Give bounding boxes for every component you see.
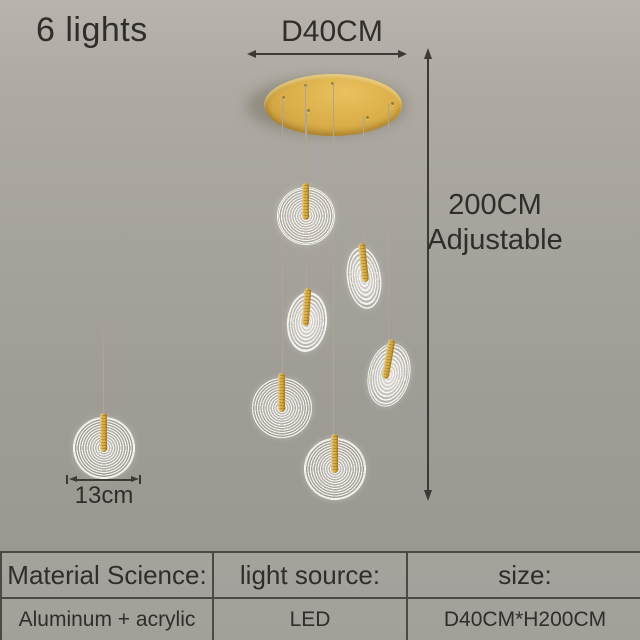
spec-header-size: size: — [408, 553, 640, 599]
arrow-left-icon — [69, 476, 77, 482]
arrow-up-icon — [424, 48, 432, 59]
canopy-connector-dot — [306, 108, 310, 112]
disc-size-label: 13cm — [74, 482, 134, 509]
lights-count-label: 6 lights — [36, 11, 148, 49]
pendant-rod — [301, 183, 309, 220]
canopy-connector-dot — [390, 101, 394, 105]
height-label: 200CM Adjustable — [415, 188, 575, 258]
canopy-connector-dot — [281, 95, 285, 99]
height-note: Adjustable — [427, 224, 563, 256]
spec-value-light-source: LED — [214, 599, 408, 640]
arrow-right-icon — [398, 50, 407, 58]
reference-pendant-wire — [103, 318, 104, 416]
arrow-down-icon — [424, 490, 432, 501]
diameter-dimension-line — [256, 53, 398, 55]
arrow-left-icon — [247, 50, 256, 58]
height-value: 200CM — [448, 189, 542, 221]
spec-value-size: D40CM*H200CM — [408, 599, 640, 640]
pendant-rod — [277, 373, 285, 412]
pendant-wire — [363, 117, 364, 245]
pendant-rod — [330, 434, 338, 473]
pendant-wire — [305, 85, 306, 185]
arrow-right-icon — [131, 476, 139, 482]
spec-value-material: Aluminum + acrylic — [2, 599, 214, 640]
canopy-connector-dot — [365, 115, 369, 119]
spec-header-material: Material Science: — [2, 553, 214, 599]
canopy-diameter-label: D40CM — [281, 15, 383, 48]
dimension-tick — [139, 475, 141, 484]
reference-pendant-disc — [73, 417, 135, 479]
dimension-tick — [66, 475, 68, 484]
pendant-wire — [333, 83, 334, 436]
spec-header-light-source: light source: — [214, 553, 408, 599]
height-dimension-line — [427, 59, 429, 490]
canopy-connector-dot — [330, 81, 334, 85]
disc-dimension-line — [76, 479, 132, 481]
pendant-wire — [388, 103, 389, 341]
spec-table: Material Science: light source: size: Al… — [0, 551, 640, 640]
reference-pendant-rod — [99, 413, 107, 452]
pendant-wire — [282, 97, 283, 376]
